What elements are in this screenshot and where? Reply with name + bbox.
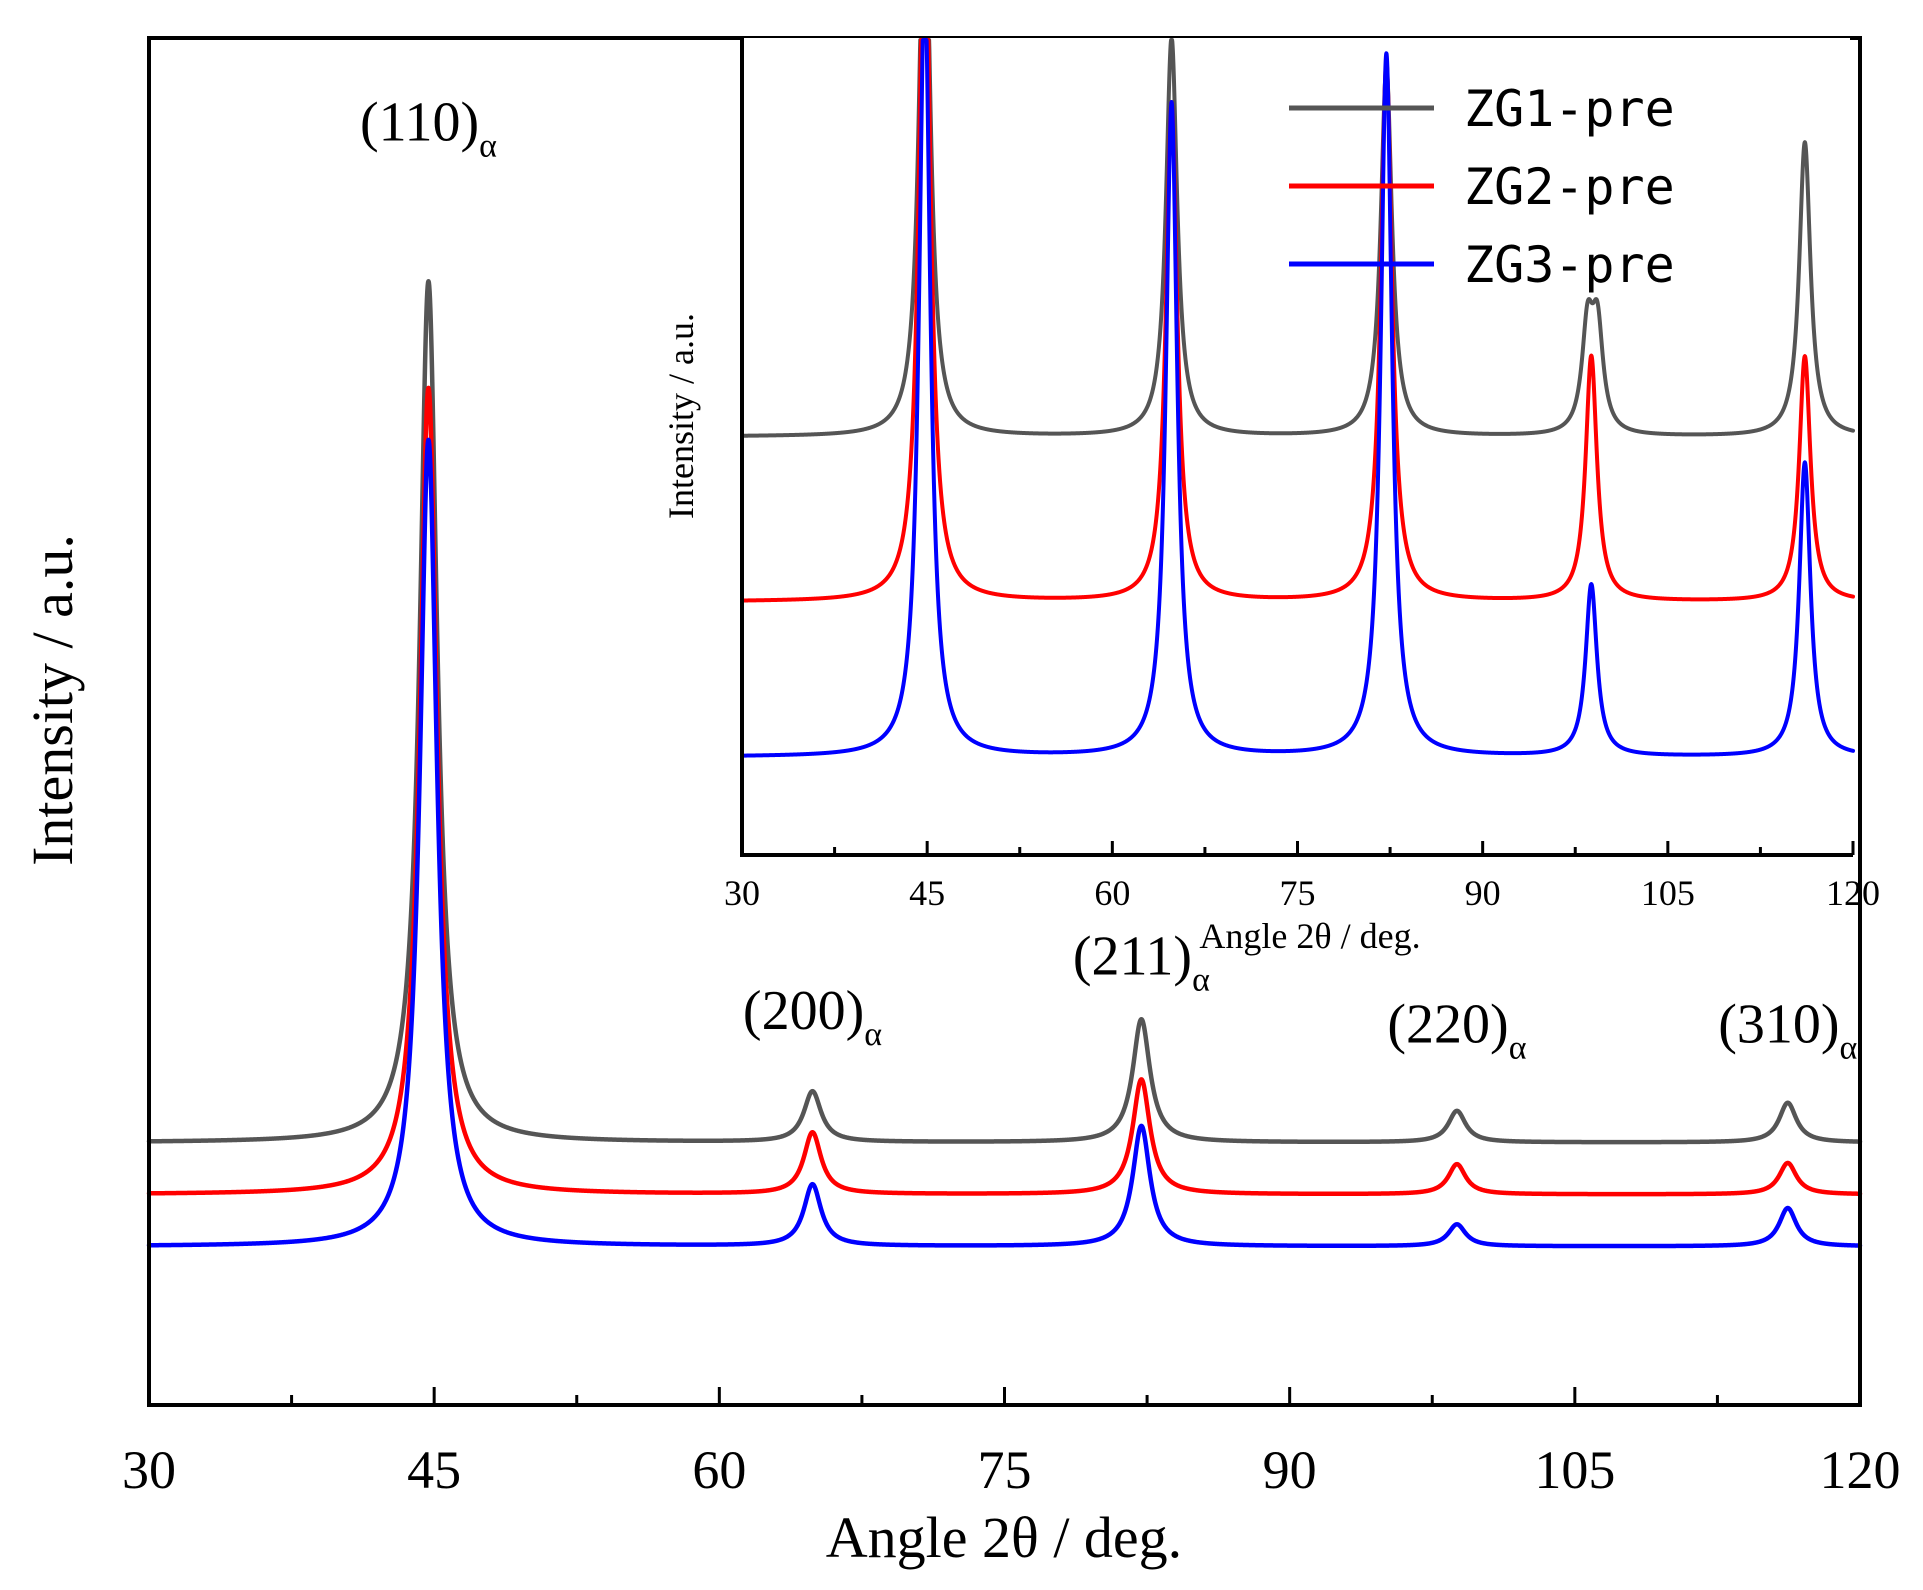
main-x-tick-label: 60 — [692, 1440, 746, 1500]
inset-series-line-ZG3-pre — [740, 38, 1855, 758]
inset-x-ticks: 30 45 60 75 90 105 120 — [724, 841, 1880, 913]
peak-annotation-phase: α — [864, 1016, 882, 1053]
main-series-line-ZG3-pre — [146, 437, 1863, 1249]
main-peak-annotations: (110)α(200)α(211)α(220)α (310)α — [360, 92, 1858, 1067]
main-x-tick-label: 75 — [978, 1440, 1032, 1500]
main-y-axis-label: Intensity / a.u. — [20, 534, 85, 866]
peak-annotation-plane: (310) — [1718, 994, 1839, 1056]
legend-label-ZG3-pre: ZG3-pre — [1464, 236, 1675, 294]
inset-x-axis-label: Angle 2θ / deg. — [1199, 916, 1420, 956]
main-x-axis-label: Angle 2θ / deg. — [826, 1505, 1182, 1570]
peak-annotation-phase: α — [1839, 1030, 1857, 1067]
peak-annotation-phase: α — [1509, 1030, 1527, 1067]
peak-annotation-4: (310)α — [1718, 994, 1857, 1067]
main-x-ticks: 30 45 60 75 90 105 120 — [122, 1387, 1901, 1500]
main-x-tick-label: 120 — [1820, 1440, 1901, 1500]
peak-annotation-phase: α — [479, 128, 497, 165]
inset-x-tick-label: 45 — [909, 873, 945, 913]
peak-annotation-0: (110)α — [360, 92, 497, 165]
legend-label-ZG1-pre: ZG1-pre — [1464, 80, 1675, 138]
peak-annotation-2: (211)α — [1073, 925, 1210, 998]
inset-series-group — [740, 38, 1855, 758]
main-x-tick-label: 90 — [1263, 1440, 1317, 1500]
inset-x-tick-label: 120 — [1826, 873, 1880, 913]
inset-x-tick-label: 90 — [1465, 873, 1501, 913]
peak-annotation-plane: (200) — [743, 980, 864, 1042]
main-x-tick-label: 105 — [1534, 1440, 1615, 1500]
inset-x-tick-label: 60 — [1094, 873, 1130, 913]
peak-annotation-plane: (211) — [1073, 925, 1192, 987]
inset-y-axis-label: Intensity / a.u. — [661, 313, 701, 519]
main-x-tick-label: 30 — [122, 1440, 176, 1500]
inset-x-tick-label: 75 — [1280, 873, 1316, 913]
peak-annotation-phase: α — [1192, 961, 1210, 998]
main-series-group — [146, 279, 1863, 1249]
peak-annotation-3: (220)α — [1387, 994, 1526, 1067]
inset-chart: 30 45 60 75 90 105 120 Angle 2θ / deg. Intensi… — [661, 38, 1880, 956]
peak-annotation-plane: (220) — [1387, 994, 1508, 1056]
peak-annotation-plane: (110) — [360, 92, 479, 154]
inset-x-tick-label: 105 — [1641, 873, 1695, 913]
inset-x-tick-label: 30 — [724, 873, 760, 913]
main-x-tick-label: 45 — [407, 1440, 461, 1500]
inset-background — [742, 38, 1850, 855]
legend-label-ZG2-pre: ZG2-pre — [1464, 158, 1675, 216]
inset-legend: ZG1-pre ZG2-pre ZG3-pre — [1289, 80, 1675, 294]
peak-annotation-1: (200)α — [743, 980, 882, 1053]
